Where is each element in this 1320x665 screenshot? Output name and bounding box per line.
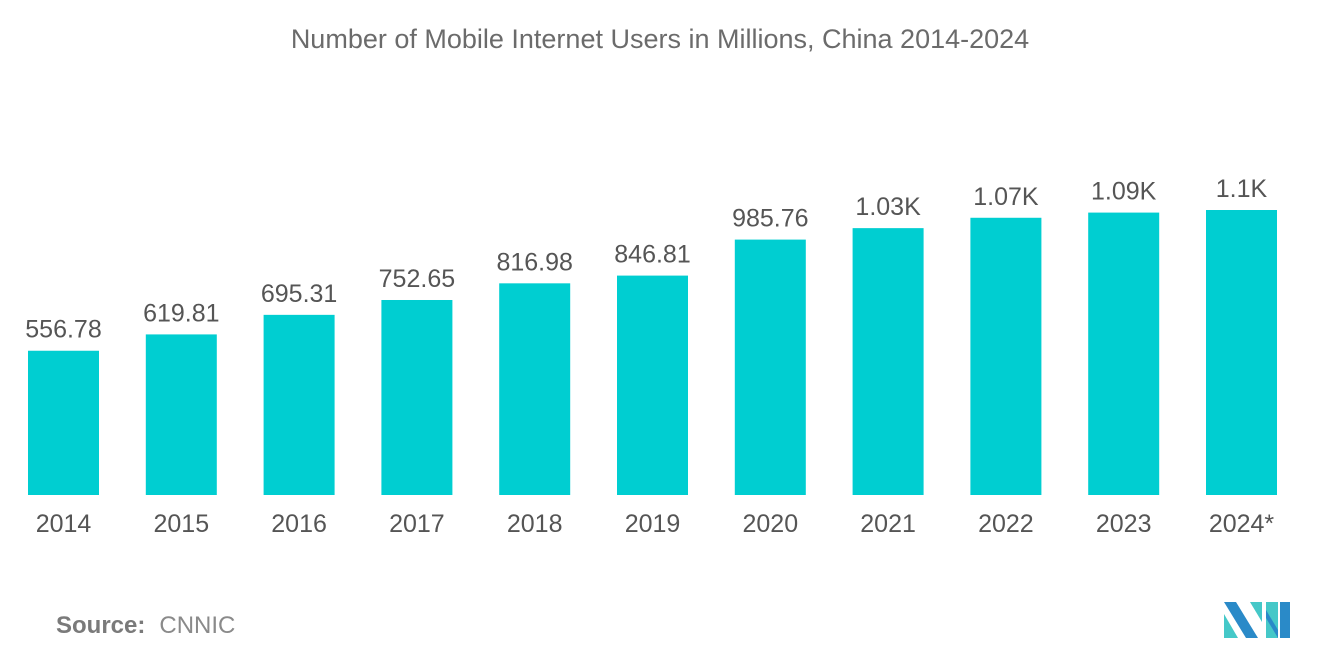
- data-label: 695.31: [261, 280, 337, 308]
- bar-2024*: [1206, 210, 1277, 495]
- bar-2021: [852, 228, 924, 496]
- x-tick-label: 2020: [742, 510, 798, 538]
- x-tick-label: 2018: [507, 510, 563, 538]
- bar-2016: [263, 314, 335, 495]
- bar-2020: [734, 239, 806, 495]
- data-label: 1.09K: [1091, 178, 1157, 206]
- bar-2017: [381, 299, 453, 495]
- data-label: 846.81: [614, 241, 690, 269]
- data-label: 985.76: [732, 205, 808, 233]
- x-tick-label: 2014: [36, 510, 92, 538]
- data-label: 1.1K: [1216, 175, 1268, 203]
- x-tick-label: 2017: [389, 510, 445, 538]
- chart-title: Number of Mobile Internet Users in Milli…: [290, 24, 1030, 54]
- data-label: 1.07K: [973, 183, 1039, 211]
- source-note: Source: CNNIC: [56, 612, 235, 640]
- data-label: 556.78: [25, 316, 101, 344]
- source-value: CNNIC: [159, 612, 236, 639]
- data-label: 752.65: [379, 265, 455, 293]
- bar-chart: 556.78 2014 619.81 2015 695.31 2016 752.65 2017…: [25, 175, 1277, 538]
- data-label: 1.03K: [855, 193, 921, 221]
- bar-2015: [145, 334, 217, 495]
- data-label: 619.81: [143, 299, 219, 327]
- x-tick-label: 2019: [625, 510, 681, 538]
- x-tick-label: 2021: [860, 510, 916, 538]
- x-tick-label: 2016: [271, 510, 327, 538]
- bar-2014: [28, 350, 99, 495]
- source-label: Source:: [56, 612, 146, 639]
- x-tick-label: 2022: [978, 510, 1034, 538]
- data-label: 816.98: [496, 248, 572, 276]
- x-tick-label: 2015: [153, 510, 209, 538]
- bar-2022: [970, 217, 1042, 496]
- x-tick-label: 2024*: [1209, 510, 1275, 538]
- bar-2018: [499, 283, 571, 495]
- x-tick-label: 2023: [1096, 510, 1152, 538]
- bar-2023: [1088, 212, 1160, 495]
- bar-2019: [617, 275, 688, 495]
- brand-logo: [1224, 602, 1290, 638]
